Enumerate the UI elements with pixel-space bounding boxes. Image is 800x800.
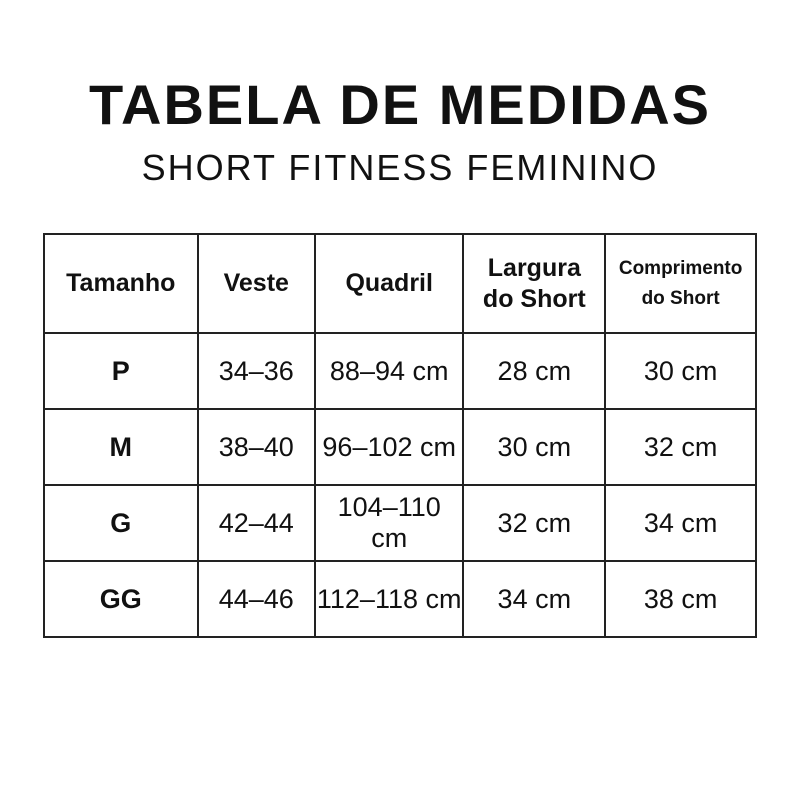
table-row: GG 44–46 112–118 cm 34 cm 38 cm (43, 560, 757, 638)
table-row: G 42–44 104–110 cm 32 cm 34 cm (43, 484, 757, 562)
cell-largura: 34 cm (462, 560, 607, 638)
cell-quadril: 104–110 cm (314, 484, 465, 562)
cell-quadril: 96–102 cm (314, 408, 465, 486)
header-largura: Largura do Short (462, 233, 607, 334)
size-table: Tamanho Veste Quadril Largura do Short C… (43, 233, 757, 638)
cell-largura: 30 cm (462, 408, 607, 486)
cell-comprimento: 34 cm (604, 484, 757, 562)
cell-quadril: 88–94 cm (314, 332, 465, 410)
table-row: P 34–36 88–94 cm 28 cm 30 cm (43, 332, 757, 410)
cell-quadril: 112–118 cm (314, 560, 465, 638)
cell-comprimento: 32 cm (604, 408, 757, 486)
cell-size: P (43, 332, 199, 410)
table-header-row: Tamanho Veste Quadril Largura do Short C… (43, 233, 757, 334)
cell-size: M (43, 408, 199, 486)
cell-largura: 28 cm (462, 332, 607, 410)
cell-size: GG (43, 560, 199, 638)
cell-veste: 34–36 (196, 332, 317, 410)
cell-veste: 42–44 (196, 484, 317, 562)
header-comprimento: Comprimento do Short (604, 233, 757, 334)
cell-comprimento: 30 cm (604, 332, 757, 410)
cell-comprimento: 38 cm (604, 560, 757, 638)
cell-veste: 44–46 (196, 560, 317, 638)
cell-size: G (43, 484, 199, 562)
page-title: TABELA DE MEDIDAS (89, 73, 711, 136)
table-row: M 38–40 96–102 cm 30 cm 32 cm (43, 408, 757, 486)
page-subtitle: SHORT FITNESS FEMININO (141, 147, 659, 188)
header-tamanho: Tamanho (43, 233, 199, 334)
header-quadril: Quadril (314, 233, 465, 334)
header-veste: Veste (196, 233, 317, 334)
cell-veste: 38–40 (196, 408, 317, 486)
cell-largura: 32 cm (462, 484, 607, 562)
